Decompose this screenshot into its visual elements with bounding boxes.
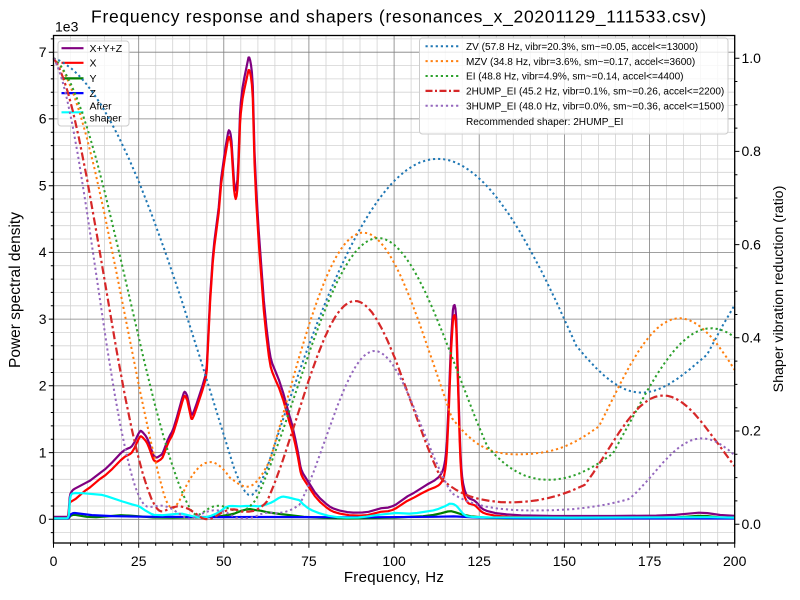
svg-text:Frequency response and shapers: Frequency response and shapers (resonanc… — [91, 7, 707, 28]
svg-text:175: 175 — [638, 553, 662, 569]
svg-text:0.2: 0.2 — [742, 423, 762, 439]
svg-text:2: 2 — [39, 378, 47, 394]
svg-text:3HUMP_EI (48.0 Hz, vibr=0.0%,: 3HUMP_EI (48.0 Hz, vibr=0.0%, sm~=0.36, … — [466, 101, 724, 112]
svg-text:125: 125 — [468, 553, 492, 569]
svg-text:Z: Z — [90, 88, 97, 100]
svg-text:7: 7 — [39, 44, 47, 60]
svg-text:1: 1 — [39, 444, 47, 460]
svg-text:0.8: 0.8 — [742, 143, 762, 159]
svg-text:ZV (57.8 Hz, vibr=20.3%, sm~=0: ZV (57.8 Hz, vibr=20.3%, sm~=0.05, accel… — [466, 42, 698, 53]
svg-text:Frequency, Hz: Frequency, Hz — [344, 569, 444, 586]
svg-text:0.0: 0.0 — [742, 516, 762, 532]
svg-text:Y: Y — [90, 73, 97, 85]
svg-text:X: X — [90, 58, 97, 70]
svg-text:6: 6 — [39, 111, 47, 127]
svg-text:1.0: 1.0 — [742, 50, 762, 66]
svg-text:EI (48.8 Hz, vibr=4.9%, sm~=0.: EI (48.8 Hz, vibr=4.9%, sm~=0.14, accel<… — [466, 72, 684, 83]
svg-text:100: 100 — [382, 553, 406, 569]
svg-text:0: 0 — [50, 553, 58, 569]
svg-text:0.4: 0.4 — [742, 330, 762, 346]
svg-text:shaper: shaper — [90, 113, 123, 125]
svg-text:X+Y+Z: X+Y+Z — [90, 43, 123, 55]
svg-text:50: 50 — [216, 553, 232, 569]
svg-text:25: 25 — [131, 553, 147, 569]
svg-text:2HUMP_EI (45.2 Hz, vibr=0.1%,: 2HUMP_EI (45.2 Hz, vibr=0.1%, sm~=0.26, … — [466, 87, 724, 98]
svg-text:Shaper vibration reduction (ra: Shaper vibration reduction (ratio) — [771, 186, 787, 393]
svg-text:Recommended shaper: 2HUMP_EI: Recommended shaper: 2HUMP_EI — [466, 117, 623, 128]
svg-text:1e3: 1e3 — [55, 18, 79, 34]
svg-text:150: 150 — [553, 553, 577, 569]
svg-text:75: 75 — [301, 553, 317, 569]
svg-text:5: 5 — [39, 177, 47, 193]
svg-text:3: 3 — [39, 311, 47, 327]
svg-text:After: After — [90, 101, 113, 113]
svg-text:Power spectral density: Power spectral density — [7, 212, 24, 368]
svg-text:4: 4 — [39, 244, 47, 260]
svg-text:0.6: 0.6 — [742, 236, 762, 252]
svg-text:200: 200 — [723, 553, 747, 569]
svg-text:MZV (34.8 Hz, vibr=3.6%, sm~=0: MZV (34.8 Hz, vibr=3.6%, sm~=0.17, accel… — [466, 57, 695, 68]
svg-text:0: 0 — [39, 511, 47, 527]
